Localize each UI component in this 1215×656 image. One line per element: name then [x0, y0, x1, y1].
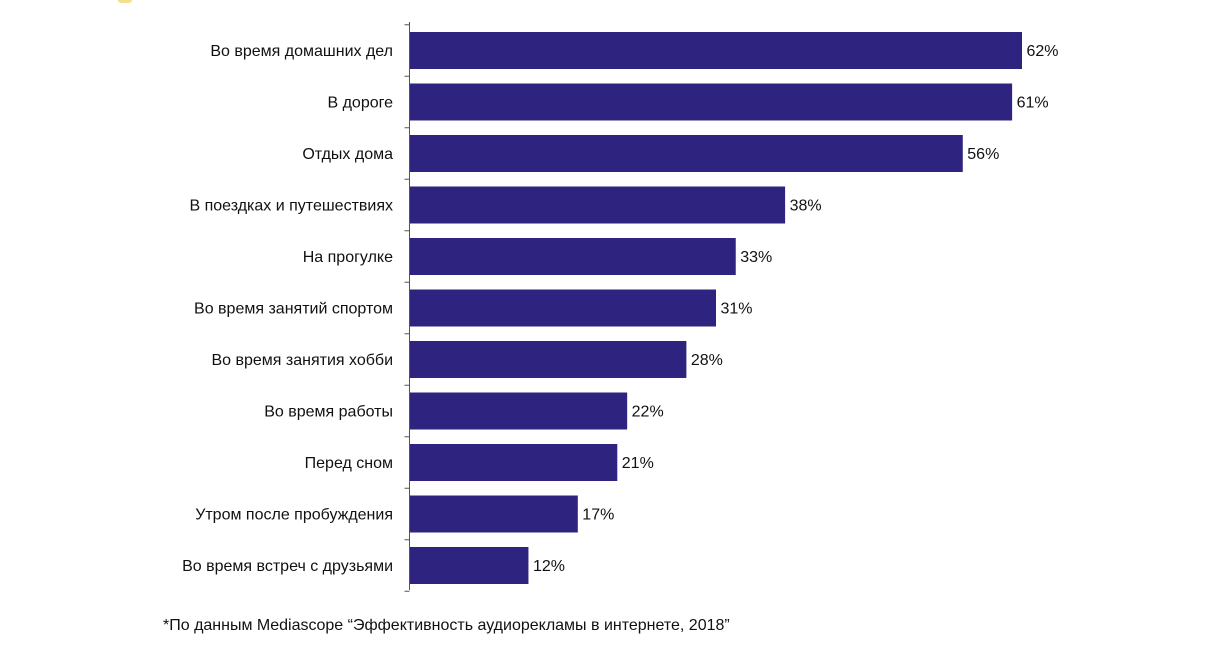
- value-label: 21%: [622, 455, 654, 472]
- category-label: В дороге: [327, 95, 393, 112]
- category-label: В поездках и путешествиях: [190, 198, 394, 215]
- value-labels-layer: 62% 61% 56% 38% 33% 31% 28% 22% 21% 17% 12%: [533, 43, 1059, 575]
- value-label: 31%: [721, 301, 753, 318]
- category-label: Во время занятий спортом: [194, 301, 393, 318]
- value-label: 62%: [1027, 43, 1059, 60]
- bar: [410, 32, 1022, 69]
- bars-layer: [410, 32, 1022, 584]
- category-label: Утром после пробуждения: [195, 507, 393, 524]
- value-label: 28%: [691, 352, 723, 369]
- category-label: На прогулке: [303, 249, 393, 266]
- category-label: Во время встреч с друзьями: [182, 558, 393, 575]
- value-label: 12%: [533, 558, 565, 575]
- bar: [410, 547, 529, 584]
- bar: [410, 289, 716, 327]
- y-axis-layer: [404, 22, 410, 592]
- bar: [410, 186, 786, 224]
- value-label: 56%: [967, 146, 999, 163]
- category-label: Во время работы: [264, 404, 393, 421]
- category-labels-layer: Во время домашних дел В дороге Отдых дома В…: [182, 43, 393, 575]
- bar: [410, 83, 1013, 121]
- category-label: Отдых дома: [302, 146, 393, 163]
- category-label: Перед сном: [305, 455, 393, 472]
- bar: [410, 238, 736, 275]
- value-label: 61%: [1017, 95, 1049, 112]
- bar: [410, 135, 963, 172]
- value-label: 22%: [632, 404, 664, 421]
- source-footnote: *По данным Mediascope “Эффективность ауд…: [163, 617, 730, 634]
- value-label: 38%: [790, 198, 822, 215]
- bar: [410, 392, 628, 430]
- bar: [410, 341, 687, 378]
- category-label: Во время занятия хобби: [211, 352, 393, 369]
- bar: [410, 444, 618, 481]
- value-label: 33%: [740, 249, 772, 266]
- value-label: 17%: [582, 507, 614, 524]
- corner-accent-mark: [118, 0, 132, 3]
- bar: [410, 495, 578, 533]
- category-label: Во время домашних дел: [210, 43, 393, 60]
